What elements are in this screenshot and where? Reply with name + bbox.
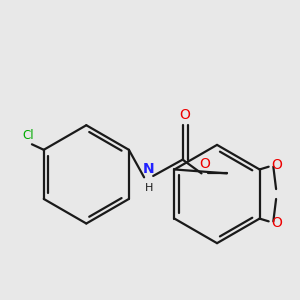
Text: Cl: Cl xyxy=(23,128,34,142)
Text: H: H xyxy=(145,183,153,193)
Text: N: N xyxy=(142,162,154,176)
Text: O: O xyxy=(271,158,282,172)
Text: O: O xyxy=(271,216,282,230)
Text: O: O xyxy=(180,109,190,122)
Text: O: O xyxy=(199,157,210,171)
